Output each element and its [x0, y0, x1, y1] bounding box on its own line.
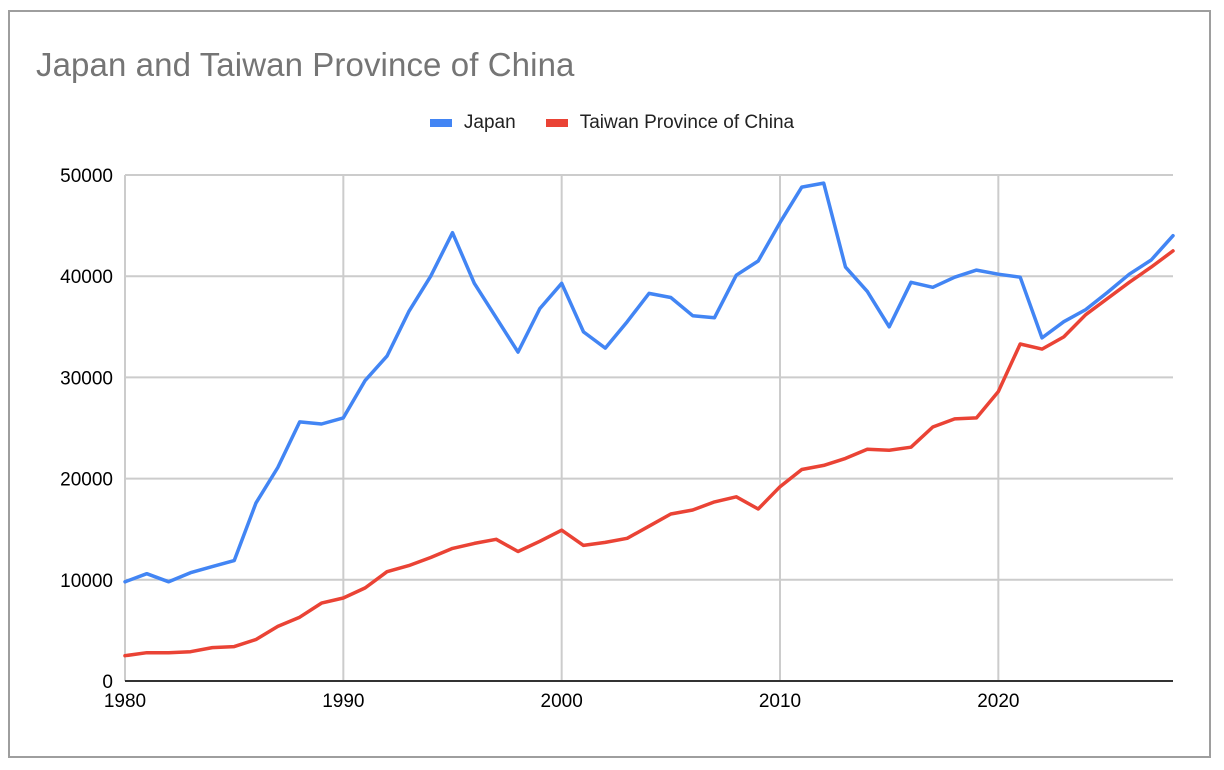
x-tick-label: 1990: [322, 691, 364, 712]
legend-item-taiwan[interactable]: Taiwan Province of China: [545, 112, 795, 134]
series-line-japan[interactable]: [123, 181, 1175, 584]
y-tick-label: 40000: [60, 267, 113, 288]
legend-swatch-japan: [429, 119, 452, 127]
x-tick-label: 2020: [977, 691, 1019, 712]
y-tick-label: 50000: [60, 166, 113, 187]
legend-swatch-taiwan: [545, 119, 568, 127]
legend-label-taiwan: Taiwan Province of China: [579, 112, 795, 133]
gridlines: [124, 174, 1173, 681]
y-tick-label: 30000: [60, 368, 113, 389]
x-tick-label: 1980: [104, 691, 146, 712]
legend-label-japan: Japan: [463, 112, 516, 133]
data-series: [123, 181, 1175, 658]
chart-legend: Japan Taiwan Province of China: [0, 112, 1224, 134]
x-axis-labels: 1980 1990 2000 2010 2020: [104, 691, 1020, 712]
series-line-taiwan[interactable]: [123, 249, 1175, 658]
chart-title: Japan and Taiwan Province of China: [36, 46, 575, 83]
legend-item-japan[interactable]: Japan: [429, 112, 516, 134]
chart-frame: [8, 10, 1211, 758]
y-tick-label: 0: [102, 672, 113, 693]
y-axis-labels: 0 10000 20000 30000 40000 50000: [60, 166, 113, 693]
y-tick-label: 20000: [60, 470, 113, 491]
y-tick-label: 10000: [60, 571, 113, 592]
x-tick-label: 2010: [759, 691, 801, 712]
x-tick-label: 2000: [541, 691, 583, 712]
